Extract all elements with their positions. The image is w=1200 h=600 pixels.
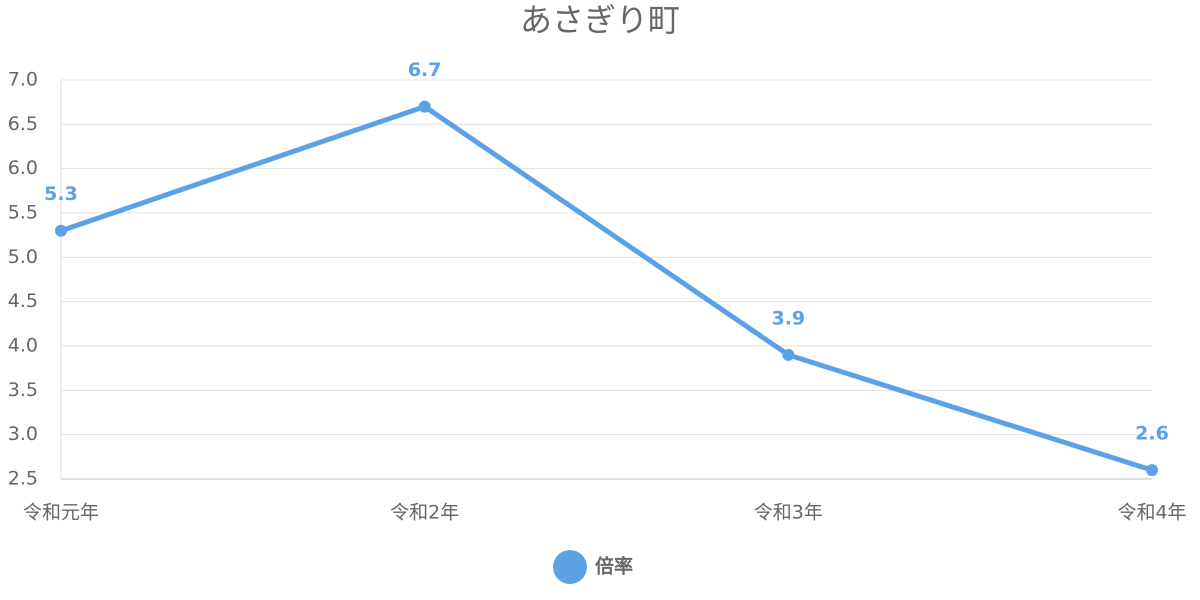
legend-label: 倍率 — [595, 555, 633, 578]
x-tick-label: 令和元年 — [23, 502, 99, 524]
y-tick-label: 5.5 — [8, 202, 38, 224]
y-tick-label: 4.5 — [8, 290, 38, 312]
x-tick-label: 令和4年 — [1117, 502, 1186, 524]
data-label: 5.3 — [44, 183, 78, 205]
y-tick-label: 7.0 — [8, 69, 38, 91]
x-tick-label: 令和3年 — [754, 502, 823, 524]
data-label: 6.7 — [408, 59, 442, 81]
point — [782, 348, 795, 361]
point — [418, 100, 431, 113]
y-tick-label: 3.5 — [8, 379, 38, 401]
y-tick-label: 6.5 — [8, 113, 38, 135]
x-tick-label: 令和2年 — [390, 502, 459, 524]
y-tick-label: 6.0 — [8, 157, 38, 179]
y-tick-label: 3.0 — [8, 423, 38, 445]
point — [1146, 464, 1158, 477]
data-label: 3.9 — [771, 307, 805, 329]
data-label: 2.6 — [1135, 423, 1169, 445]
y-tick-label: 5.0 — [8, 246, 38, 268]
legend-marker — [553, 550, 587, 584]
line — [60, 104, 1153, 473]
y-tick-label: 4.0 — [8, 335, 38, 357]
point — [55, 224, 67, 237]
chart-title: あさぎり町 — [520, 1, 680, 39]
y-tick-label: 2.5 — [8, 468, 38, 490]
